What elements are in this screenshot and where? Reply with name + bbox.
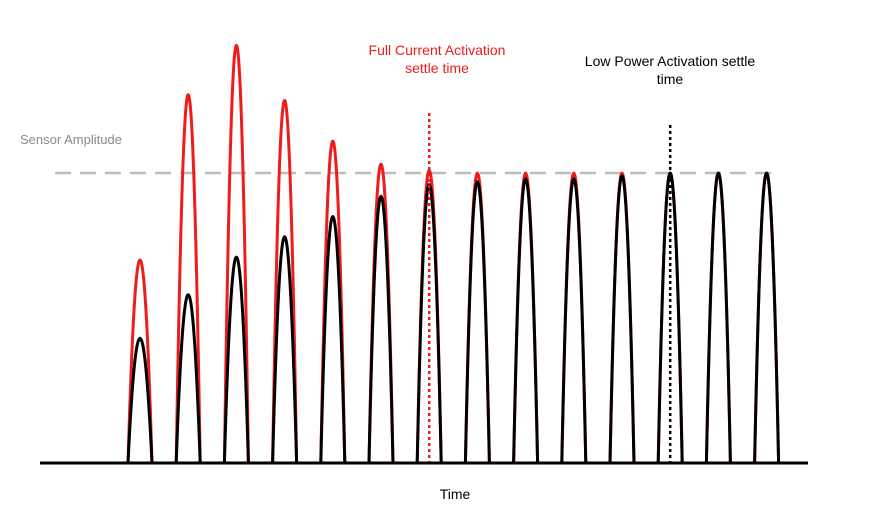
black-pulse-8: [463, 180, 491, 464]
black-pulse-6: [367, 195, 395, 464]
red-pulse-2: [174, 93, 202, 464]
black-pulse-1: [126, 337, 154, 464]
black-pulse-9: [512, 177, 540, 464]
black-pulse-10: [560, 177, 588, 464]
black-pulse-11: [608, 174, 636, 464]
black-pulse-13: [704, 171, 732, 464]
settle-label-2-line-1: Low Power Activation settle: [585, 53, 756, 69]
black-pulse-3: [222, 255, 250, 464]
black-pulse-5: [319, 215, 347, 464]
x-axis-label: Time: [440, 486, 471, 502]
red-pulse-4: [271, 99, 299, 464]
black-pulse-7: [415, 183, 443, 464]
settle-label-1-line-2: settle time: [405, 60, 469, 76]
settle-label-2-line-2: time: [657, 71, 684, 87]
sensor-amplitude-label: Sensor Amplitude: [20, 132, 122, 147]
black-pulse-2: [174, 293, 202, 464]
red-pulse-1: [126, 258, 154, 464]
black-pulse-14: [753, 171, 781, 464]
black-pulse-4: [271, 235, 299, 464]
red-pulse-3: [222, 43, 250, 464]
settle-label-1-line-1: Full Current Activation: [369, 42, 506, 58]
